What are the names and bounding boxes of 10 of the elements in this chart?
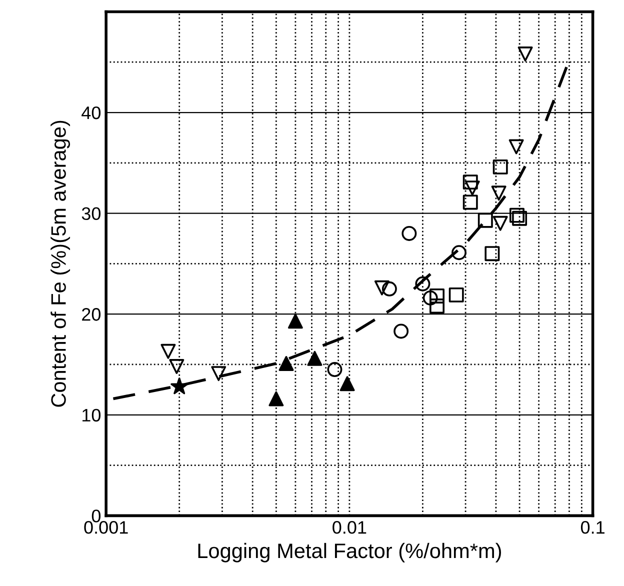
y-tick-label: 0 bbox=[92, 510, 101, 522]
y-tick-label: 20 bbox=[82, 308, 101, 321]
y-axis-title: Content of Fe (%)(5m average) bbox=[50, 120, 70, 407]
x-tick-label: 0.1 bbox=[580, 521, 604, 534]
x-axis-title: Logging Metal Factor (%/ohm*m) bbox=[198, 542, 501, 562]
y-tick-label: 40 bbox=[82, 106, 101, 120]
x-tick-label: 0.001 bbox=[84, 521, 128, 534]
y-tick-label: 30 bbox=[82, 207, 101, 220]
x-tick-label: 0.01 bbox=[332, 521, 366, 534]
y-tick-label: 10 bbox=[82, 408, 101, 422]
